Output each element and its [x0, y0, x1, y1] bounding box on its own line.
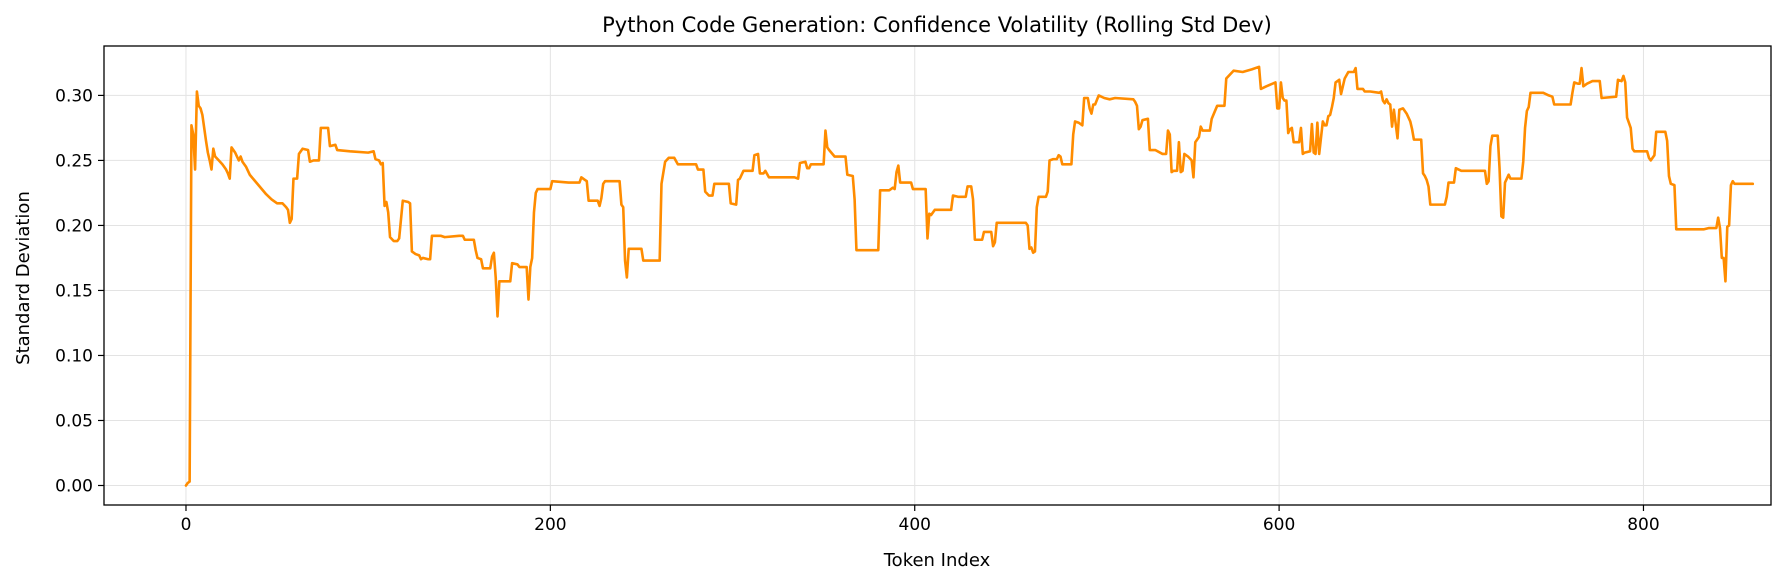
series-line	[184, 65, 1755, 487]
grid	[104, 46, 1771, 505]
y-tick-label: 0.10	[55, 346, 93, 366]
y-axis-ticks: 0.00 0.05 0.10 0.15 0.20 0.25 0.30	[55, 86, 104, 496]
x-tick-label: 200	[534, 515, 566, 535]
y-tick-label: 0.30	[55, 86, 93, 106]
y-tick-label: 0.05	[55, 411, 93, 431]
y-tick-label: 0.00	[55, 476, 93, 496]
x-axis-ticks: 0 200 400 600 800	[181, 505, 1660, 535]
plot-area-frame	[103, 45, 1772, 506]
x-tick-label: 400	[899, 515, 931, 535]
y-axis-label: Standard Deviation	[13, 191, 34, 365]
chart-title: Python Code Generation: Confidence Volat…	[602, 13, 1272, 37]
x-tick-label: 0	[181, 515, 192, 535]
x-tick-label: 600	[1263, 515, 1295, 535]
y-tick-label: 0.15	[55, 281, 93, 301]
y-tick-label: 0.25	[55, 151, 93, 171]
x-tick-label: 800	[1627, 515, 1659, 535]
y-tick-label: 0.20	[55, 216, 93, 236]
x-axis-label: Token Index	[883, 550, 991, 571]
